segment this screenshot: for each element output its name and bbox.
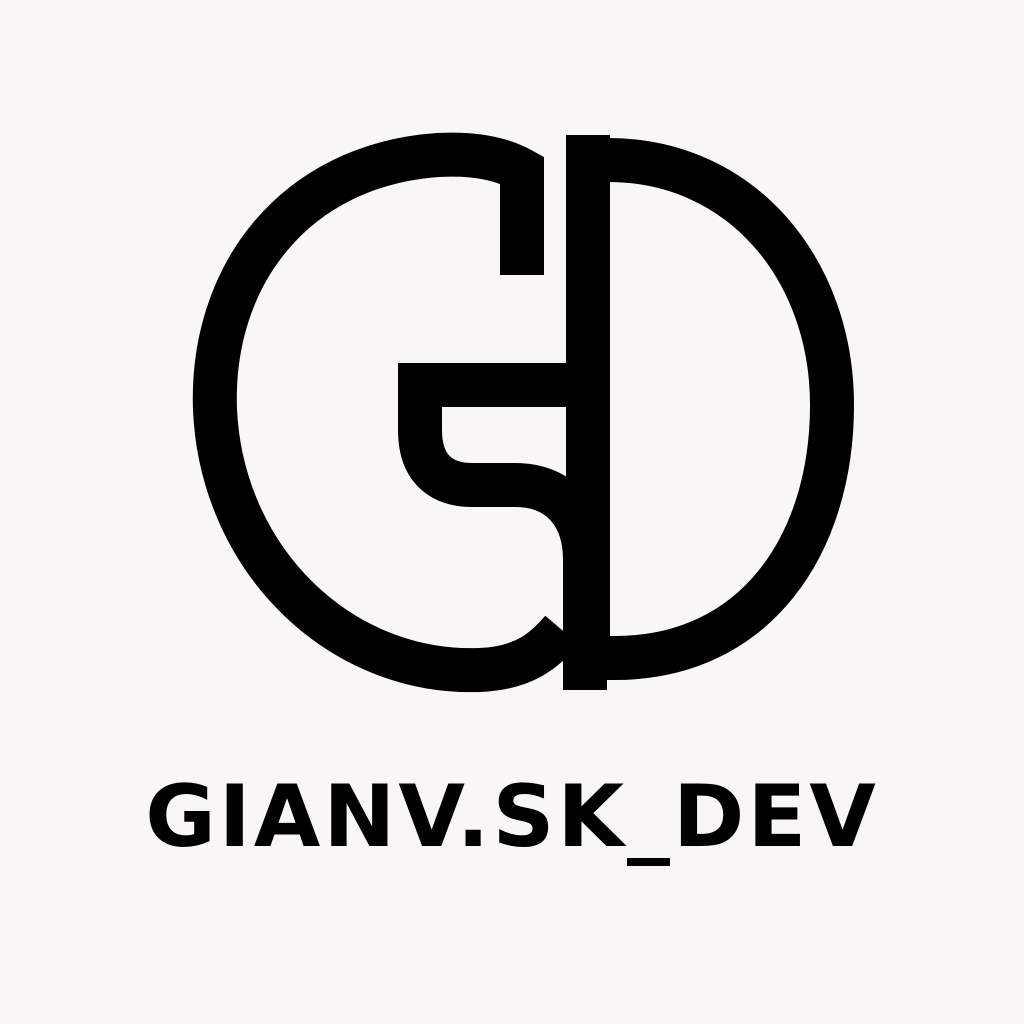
g-outer-arc	[192, 132, 579, 693]
brand-wordmark: GIANV.SK_DEV	[145, 767, 879, 867]
d-bowl	[566, 135, 855, 680]
